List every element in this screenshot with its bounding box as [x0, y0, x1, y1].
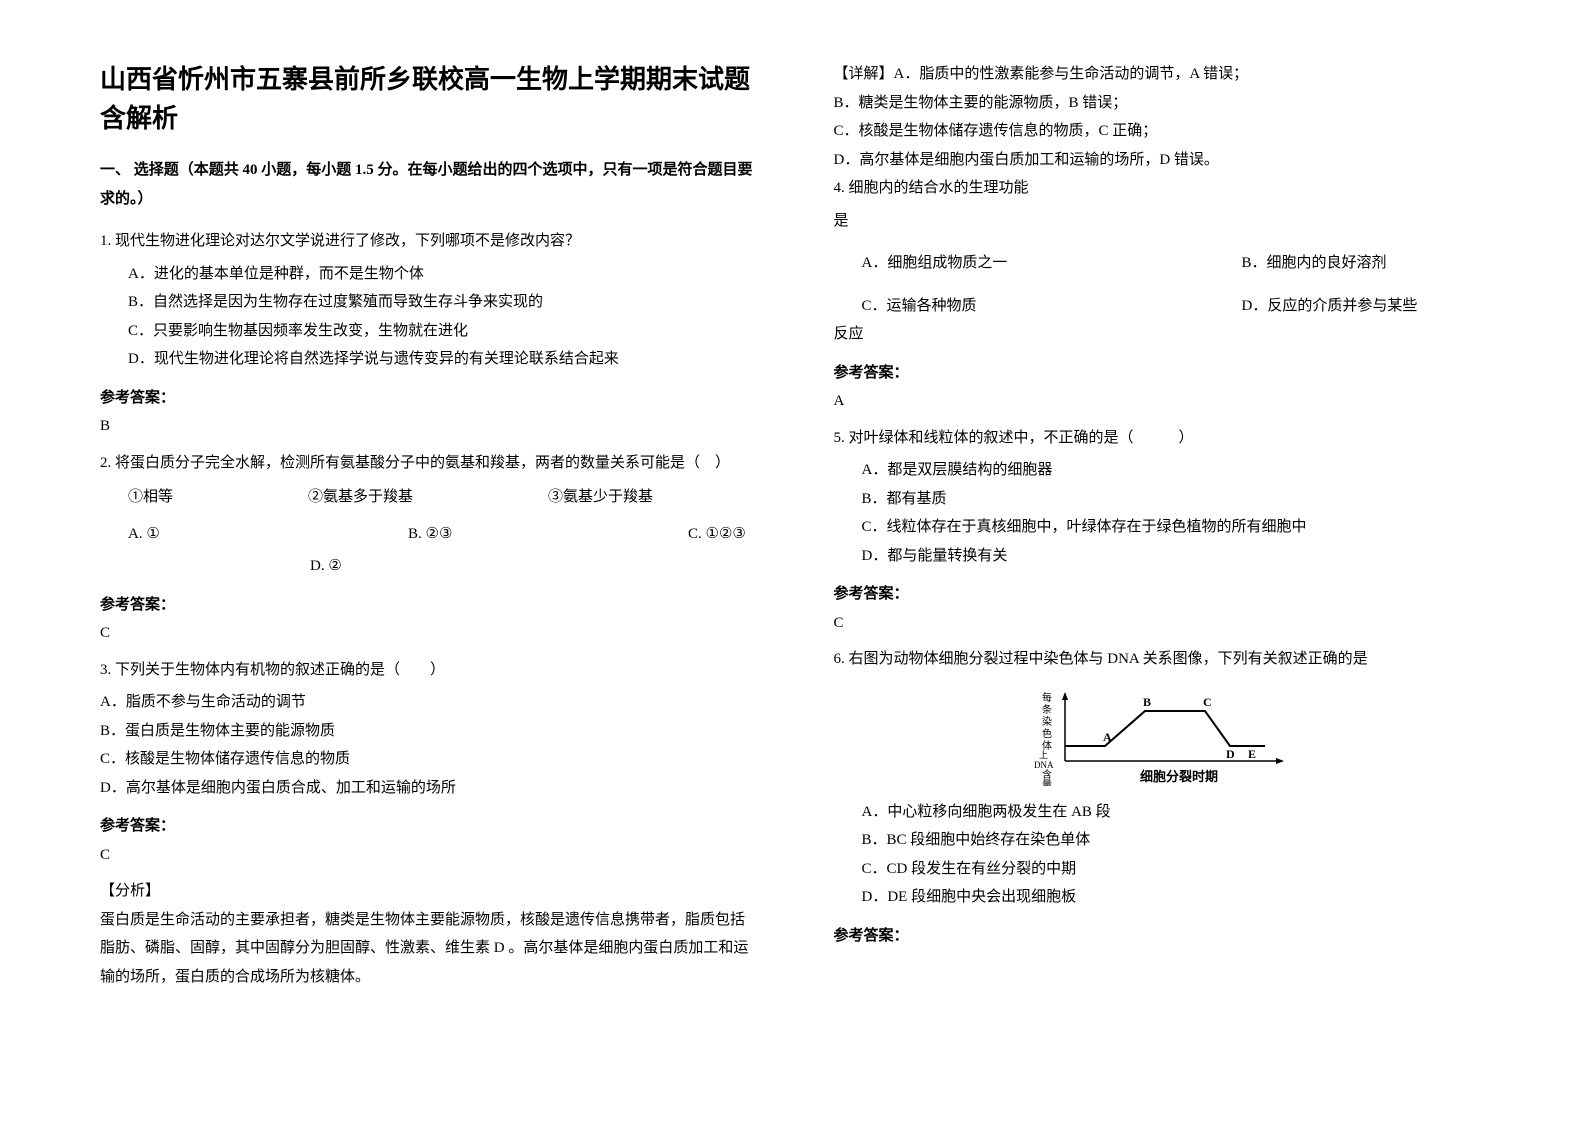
option-b: B. ②③: [408, 520, 688, 549]
option-a: A．细胞组成物质之一: [862, 249, 1242, 278]
y-label-7: DNA: [1034, 760, 1054, 770]
question-4-text2: 是: [834, 207, 1488, 236]
question-2-sub-options: ①相等 ②氨基多于羧基 ③氨基少于羧基: [100, 483, 754, 512]
option-d: D．DE 段细胞中央会出现细胞板: [862, 883, 1488, 912]
option-c: C．线粒体存在于真核细胞中，叶绿体存在于绿色植物的所有细胞中: [862, 513, 1488, 542]
option-d: D．现代生物进化理论将自然选择学说与遗传变异的有关理论联系结合起来: [128, 345, 754, 374]
sub-option-2: ②氨基多于羧基: [308, 483, 548, 512]
option-c: C．运输各种物质: [862, 292, 1242, 321]
y-label-9: 量: [1042, 779, 1052, 786]
question-6: 6. 右图为动物体细胞分裂过程中染色体与 DNA 关系图像，下列有关叙述正确的是…: [834, 645, 1488, 912]
option-a: A．都是双层膜结构的细胞器: [862, 456, 1488, 485]
point-d: D: [1226, 747, 1235, 761]
option-b: B．BC 段细胞中始终存在染色单体: [862, 826, 1488, 855]
option-c: C. ①②③: [688, 520, 746, 549]
point-b: B: [1143, 695, 1151, 709]
question-4-text3: 反应: [834, 320, 1488, 349]
question-4: 4. 细胞内的结合水的生理功能 是 A．细胞组成物质之一 B．细胞内的良好溶剂 …: [834, 174, 1488, 349]
point-a: A: [1103, 730, 1112, 744]
question-1-text: 1. 现代生物进化理论对达尔文学说进行了修改，下列哪项不是修改内容？: [100, 227, 754, 256]
option-d: D．高尔基体是细胞内蛋白质合成、加工和运输的场所: [100, 774, 754, 803]
option-c: C．CD 段发生在有丝分裂的中期: [862, 855, 1488, 884]
question-4-text: 4. 细胞内的结合水的生理功能: [834, 174, 1488, 203]
option-a: A. ①: [128, 520, 408, 549]
right-column: 【详解】A．脂质中的性激素能参与生命活动的调节，A 错误； B．糖类是生物体主要…: [834, 60, 1488, 1062]
y-label-1: 每: [1042, 691, 1052, 704]
option-c: C．只要影响生物基因频率发生改变，生物就在进化: [128, 317, 754, 346]
option-d: D. ②: [310, 558, 342, 574]
question-3: 3. 下列关于生物体内有机物的叙述正确的是（ ） A．脂质不参与生命活动的调节 …: [100, 656, 754, 803]
question-5-text: 5. 对叶绿体和线粒体的叙述中，不正确的是（ ）: [834, 424, 1488, 453]
detail-c: C．核酸是生物体储存遗传信息的物质，C 正确；: [834, 117, 1488, 146]
option-b: B．蛋白质是生物体主要的能源物质: [100, 717, 754, 746]
answer-label-2: 参考答案：: [100, 591, 754, 620]
detail-b: B．糖类是生物体主要的能源物质，B 错误；: [834, 89, 1488, 118]
option-d: D．反应的介质并参与某些: [1242, 292, 1418, 321]
answer-label-4: 参考答案：: [834, 359, 1488, 388]
y-label-3: 染: [1042, 715, 1052, 728]
answer-label-1: 参考答案：: [100, 384, 754, 413]
option-b: B．都有基质: [862, 485, 1488, 514]
question-2-d-row: D. ②: [100, 552, 754, 581]
detail-3: 【详解】A．脂质中的性激素能参与生命活动的调节，A 错误； B．糖类是生物体主要…: [834, 60, 1488, 174]
answer-label-5: 参考答案：: [834, 580, 1488, 609]
dna-chart: 每 条 染 色 体 上 DNA 含 量 A B C D E 细胞分裂时期: [1030, 686, 1290, 786]
y-label-2: 条: [1042, 703, 1052, 716]
question-4-row2: C．运输各种物质 D．反应的介质并参与某些: [834, 292, 1488, 321]
detail-a: A．脂质中的性激素能参与生命活动的调节，A 错误；: [894, 66, 1249, 82]
answer-1: B: [100, 412, 754, 441]
y-arrow: [1062, 692, 1068, 700]
y-label-4: 色: [1042, 727, 1052, 740]
question-3-text: 3. 下列关于生物体内有机物的叙述正确的是（ ）: [100, 656, 754, 685]
question-2-abc-row: A. ① B. ②③ C. ①②③: [100, 520, 754, 549]
option-a: A．脂质不参与生命活动的调节: [100, 688, 754, 717]
option-a: A．进化的基本单位是种群，而不是生物个体: [128, 260, 754, 289]
sub-option-1: ①相等: [128, 483, 308, 512]
question-5-options: A．都是双层膜结构的细胞器 B．都有基质 C．线粒体存在于真核细胞中，叶绿体存在…: [834, 456, 1488, 570]
document-title: 山西省忻州市五寨县前所乡联校高一生物上学期期末试题含解析: [100, 60, 754, 138]
question-6-options: A．中心粒移向细胞两极发生在 AB 段 B．BC 段细胞中始终存在染色单体 C．…: [834, 798, 1488, 912]
analysis-3: 蛋白质是生命活动的主要承担者，糖类是生物体主要能源物质，核酸是遗传信息携带者，脂…: [100, 906, 754, 992]
question-1-options: A．进化的基本单位是种群，而不是生物个体 B．自然选择是因为生物存在过度繁殖而导…: [100, 260, 754, 374]
question-5: 5. 对叶绿体和线粒体的叙述中，不正确的是（ ） A．都是双层膜结构的细胞器 B…: [834, 424, 1488, 571]
answer-3: C: [100, 841, 754, 870]
option-b: B．细胞内的良好溶剂: [1242, 249, 1387, 278]
analysis-label-3: 【分析】: [100, 877, 754, 906]
detail-label: 【详解】: [834, 66, 894, 82]
answer-5: C: [834, 609, 1488, 638]
answer-4: A: [834, 387, 1488, 416]
option-b: B．自然选择是因为生物存在过度繁殖而导致生存斗争来实现的: [128, 288, 754, 317]
left-column: 山西省忻州市五寨县前所乡联校高一生物上学期期末试题含解析 一、 选择题（本题共 …: [100, 60, 754, 1062]
option-d: D．都与能量转换有关: [862, 542, 1488, 571]
question-6-text: 6. 右图为动物体细胞分裂过程中染色体与 DNA 关系图像，下列有关叙述正确的是: [834, 645, 1488, 674]
question-3-options: A．脂质不参与生命活动的调节 B．蛋白质是生物体主要的能源物质 C．核酸是生物体…: [100, 688, 754, 802]
y-label-6: 上: [1039, 750, 1048, 760]
x-arrow: [1276, 758, 1284, 764]
answer-label-6: 参考答案：: [834, 922, 1488, 951]
point-e: E: [1248, 747, 1256, 761]
question-4-row1: A．细胞组成物质之一 B．细胞内的良好溶剂: [834, 249, 1488, 278]
section-header: 一、 选择题（本题共 40 小题，每小题 1.5 分。在每小题给出的四个选项中，…: [100, 156, 754, 213]
detail-d: D．高尔基体是细胞内蛋白质加工和运输的场所，D 错误。: [834, 146, 1488, 175]
answer-2: C: [100, 619, 754, 648]
question-2-text: 2. 将蛋白质分子完全水解，检测所有氨基酸分子中的氨基和羧基，两者的数量关系可能…: [100, 449, 754, 478]
sub-option-3: ③氨基少于羧基: [548, 483, 653, 512]
chart-container: 每 条 染 色 体 上 DNA 含 量 A B C D E 细胞分裂时期: [834, 686, 1488, 786]
answer-label-3: 参考答案：: [100, 812, 754, 841]
option-c: C．核酸是生物体储存遗传信息的物质: [100, 745, 754, 774]
point-c: C: [1203, 695, 1212, 709]
x-label: 细胞分裂时期: [1140, 769, 1218, 784]
chart-line: [1065, 711, 1265, 746]
question-1: 1. 现代生物进化理论对达尔文学说进行了修改，下列哪项不是修改内容？ A．进化的…: [100, 227, 754, 374]
question-2: 2. 将蛋白质分子完全水解，检测所有氨基酸分子中的氨基和羧基，两者的数量关系可能…: [100, 449, 754, 581]
option-a: A．中心粒移向细胞两极发生在 AB 段: [862, 798, 1488, 827]
